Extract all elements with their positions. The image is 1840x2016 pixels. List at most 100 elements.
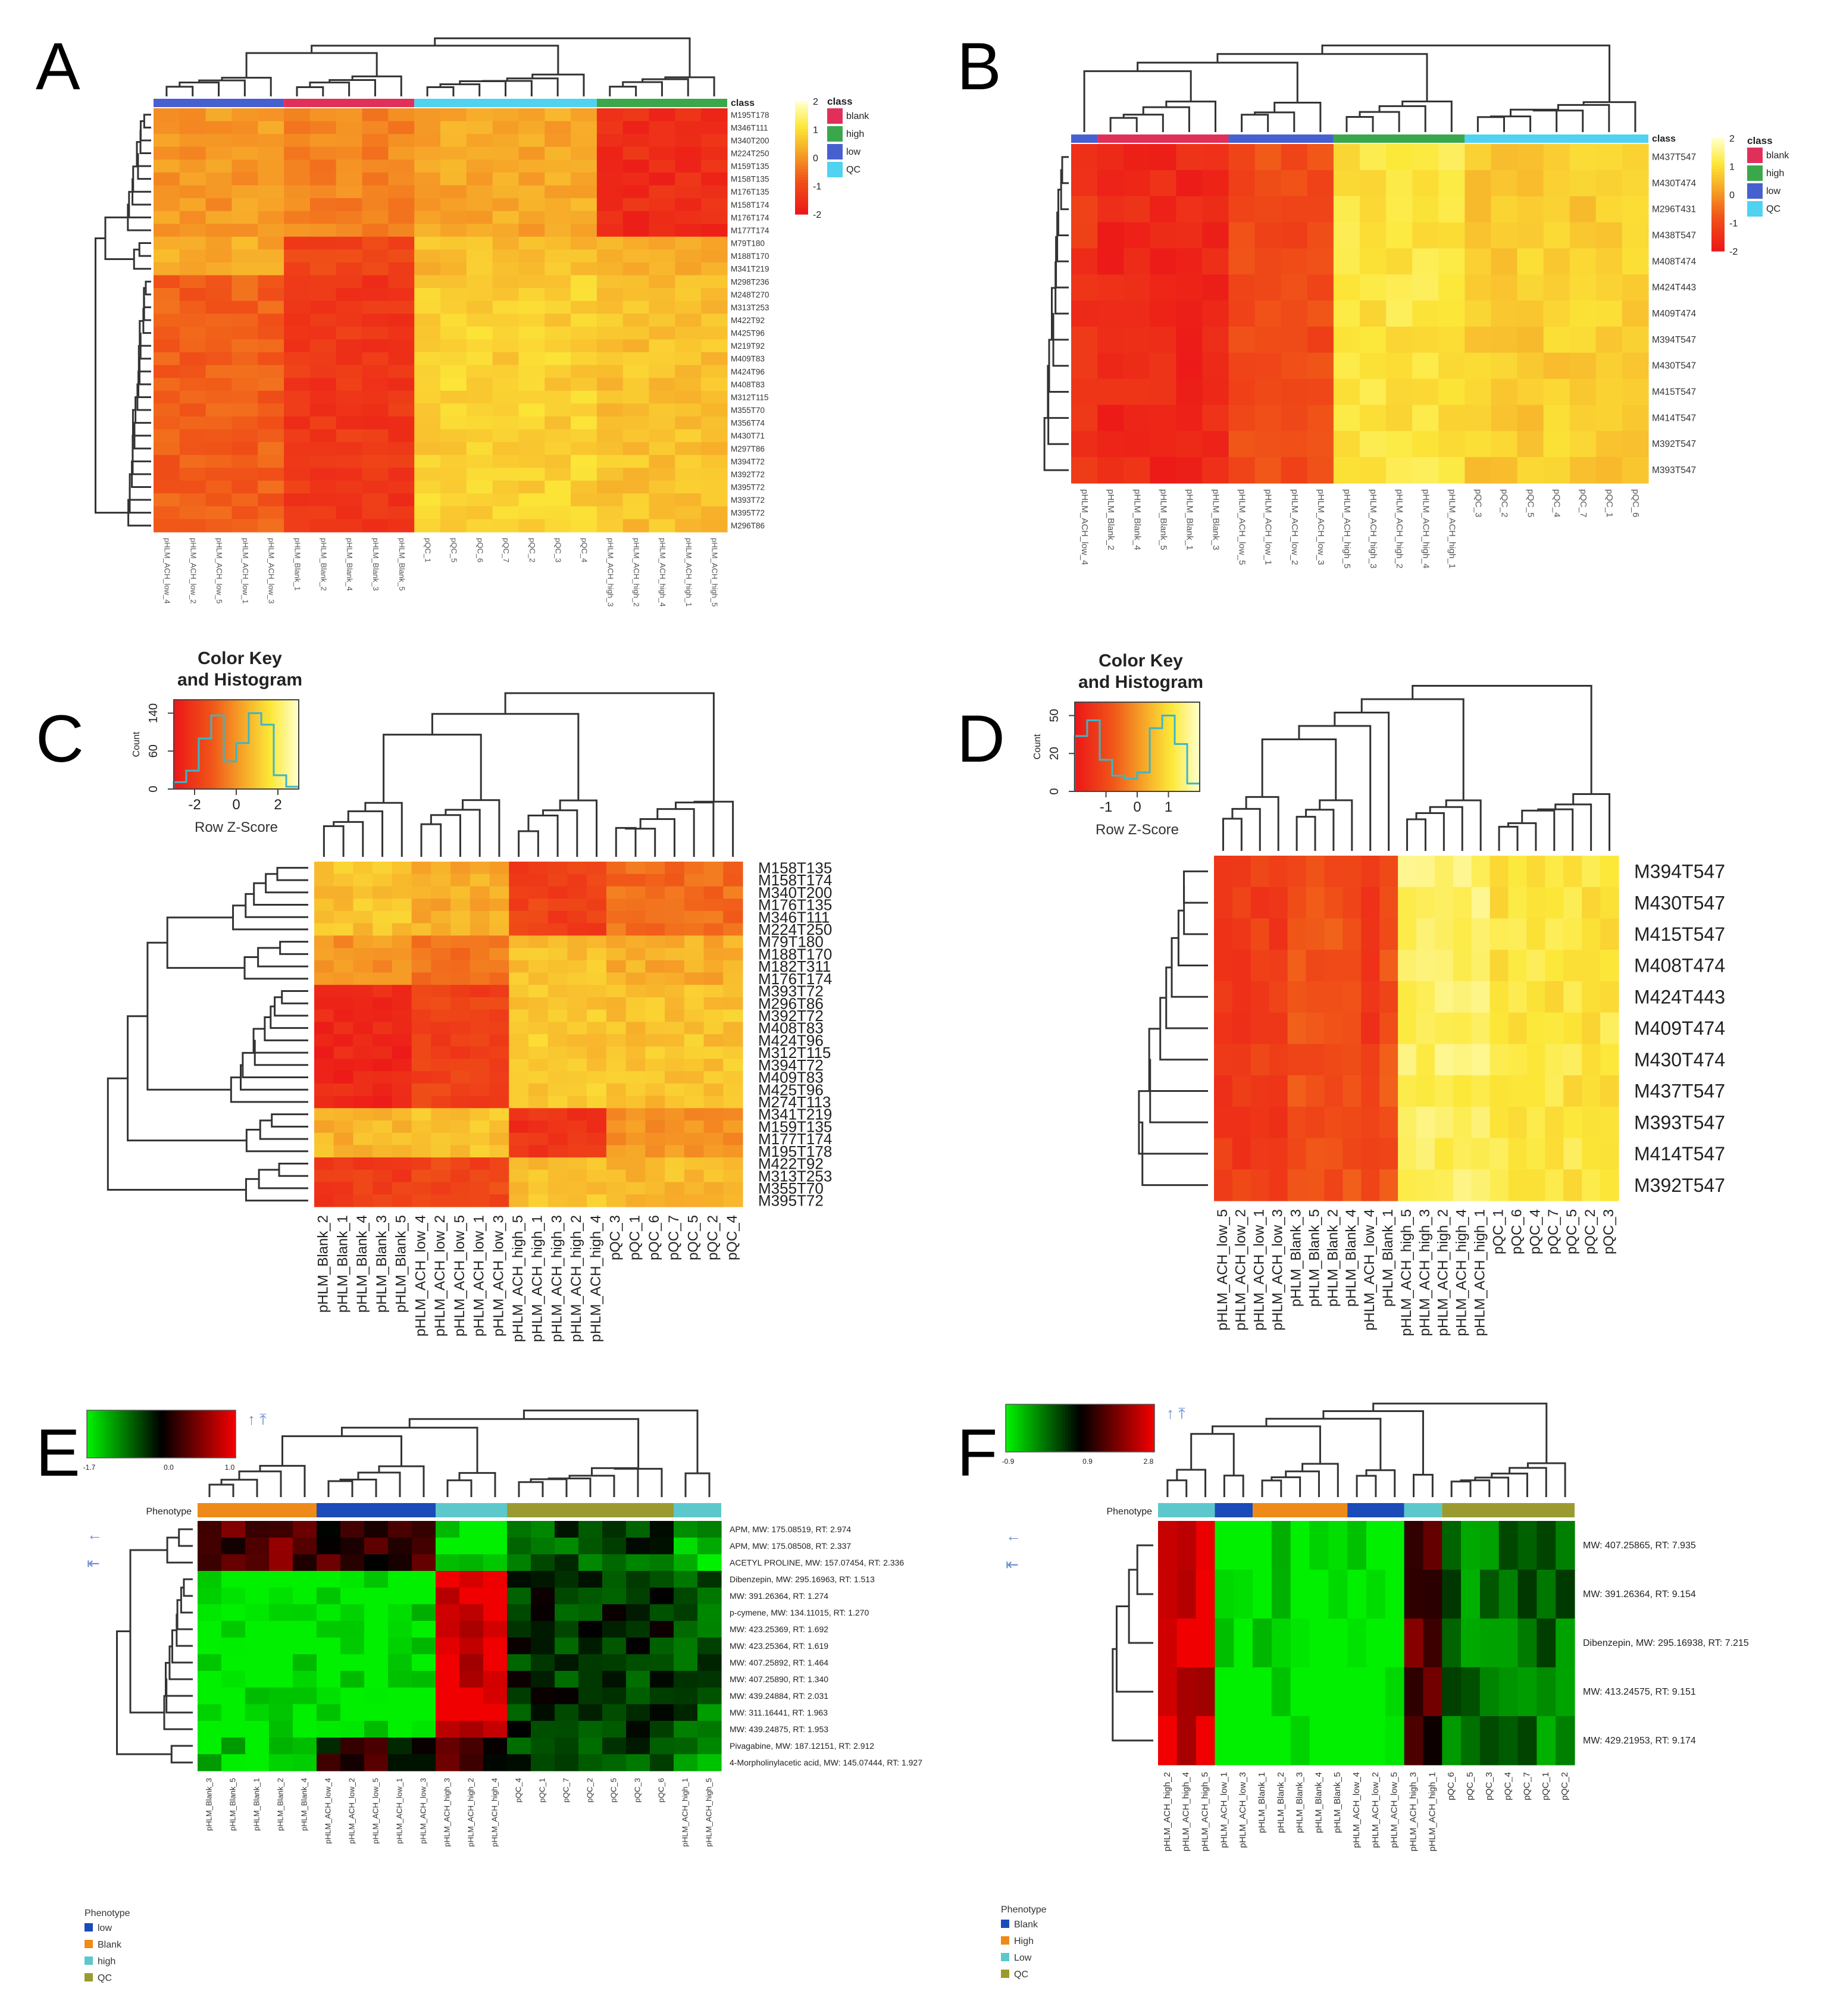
heatmap-cell: [314, 985, 334, 998]
heatmap-cell: [205, 146, 233, 160]
heatmap-cell: [596, 455, 624, 468]
heatmap-cell: [440, 403, 467, 417]
heatmap-cell: [154, 378, 180, 392]
heatmap-cell: [1360, 144, 1387, 171]
heatmap-cell: [1386, 352, 1413, 380]
heatmap-cell: [221, 1738, 246, 1755]
color-scale-step: [221, 1410, 224, 1458]
heatmap-cell: [578, 1638, 603, 1655]
heatmap-cell: [179, 314, 206, 327]
heatmap-cell: [703, 935, 724, 948]
heatmap-cell: [509, 874, 529, 887]
heatmap-cell: [1379, 1106, 1398, 1139]
heatmap-cell: [1438, 274, 1465, 301]
heatmap-cell: [531, 1721, 555, 1738]
heatmap-cell: [440, 455, 467, 468]
heatmap-cell: [231, 403, 258, 417]
heatmap-cell: [440, 300, 467, 314]
heatmap-cell: [1176, 326, 1203, 353]
heatmap-cell: [606, 1108, 627, 1121]
color-scale-step: [90, 1410, 93, 1458]
heatmap-cell: [723, 899, 743, 912]
heatmap-cell: [1569, 378, 1597, 406]
heatmap-cell: [309, 249, 337, 263]
heatmap-cell: [1412, 144, 1439, 171]
col-dendrogram-branch: [220, 1479, 258, 1497]
heatmap-cell: [1214, 1075, 1233, 1107]
heatmap-cell: [509, 1034, 529, 1047]
heatmap-cell: [440, 493, 467, 507]
color-scale-step: [1711, 180, 1725, 184]
heatmap-cell: [622, 468, 650, 481]
row-label: M437T547: [1634, 1081, 1725, 1102]
color-scale-tick: 0: [1729, 190, 1735, 201]
row-label: 4-Morpholinylacetic acid, MW: 145.07444,…: [730, 1758, 922, 1767]
heatmap-cell: [333, 886, 354, 899]
heatmap-cell: [231, 468, 258, 481]
heatmap-cell: [1290, 1521, 1310, 1570]
heatmap-cell: [723, 960, 743, 973]
heatmap-cell: [221, 1671, 246, 1688]
heatmap-cell: [340, 1754, 365, 1771]
heatmap-cell: [1150, 222, 1176, 249]
heatmap-cell: [1287, 1106, 1307, 1139]
row-label: M356T74: [731, 419, 765, 428]
row-dendrogram-branch: [258, 1169, 308, 1189]
heatmap-cell: [606, 935, 627, 948]
phenotype-bar-label: Phenotype: [1106, 1507, 1152, 1517]
heatmap-cell: [388, 211, 415, 224]
heatmap-cell: [1124, 378, 1150, 406]
heatmap-cell: [450, 910, 471, 924]
heatmap-cell: [531, 1654, 555, 1671]
heatmap-cell: [1434, 918, 1454, 950]
heatmap-cell: [1254, 378, 1282, 406]
color-scale-step: [1711, 161, 1725, 164]
heatmap-cell: [528, 948, 549, 961]
heatmap-cell: [1097, 222, 1124, 249]
heatmap-cell: [626, 1538, 650, 1555]
heatmap-cell: [596, 493, 624, 507]
heatmap-cell: [411, 910, 431, 924]
heatmap-cell: [622, 519, 650, 533]
col-label: pHLM_Blank_5: [1158, 489, 1168, 550]
heatmap-cell: [466, 519, 493, 533]
heatmap-cell: [1307, 457, 1334, 484]
row-label: M296T86: [731, 521, 765, 530]
color-scale-step: [795, 112, 808, 116]
heatmap-cell: [336, 211, 363, 224]
heatmap-cell: [555, 1654, 579, 1671]
heatmap-cell: [179, 134, 206, 148]
heatmap-cell: [431, 1182, 451, 1195]
row-label: M437T547: [1652, 152, 1696, 162]
heatmap-cell: [697, 1621, 722, 1638]
heatmap-cell: [703, 948, 724, 961]
heatmap-cell: [555, 1704, 579, 1721]
heatmap-cell: [258, 198, 284, 212]
heatmap-cell: [1228, 196, 1256, 223]
heatmap-cell: [675, 378, 702, 392]
heatmap-cell: [340, 1571, 365, 1588]
heatmap-cell: [1232, 1044, 1251, 1076]
heatmap-cell: [1287, 1169, 1307, 1201]
heatmap-cell: [555, 1671, 579, 1688]
heatmap-cell: [414, 288, 441, 302]
heatmap-cell: [336, 134, 363, 148]
row-label: M409T83: [758, 1069, 824, 1087]
heatmap-cell: [578, 1704, 603, 1721]
row-label: M424T96: [758, 1031, 824, 1049]
heatmap-cell: [1309, 1521, 1329, 1570]
heatmap-cell: [596, 506, 624, 520]
heatmap-cell: [1254, 457, 1282, 484]
heatmap-cell: [388, 1571, 412, 1588]
heatmap-cell: [492, 146, 520, 160]
legend-swatch: [85, 1940, 93, 1948]
heatmap-cell: [231, 455, 258, 468]
heatmap-cell: [245, 1754, 270, 1771]
heatmap-cell: [545, 403, 571, 417]
heatmap-cell: [1097, 405, 1124, 431]
heatmap-cell: [231, 198, 258, 212]
heatmap-cell: [545, 352, 571, 366]
heatmap-cell: [1622, 222, 1649, 249]
heatmap-cell: [587, 1059, 607, 1072]
heatmap-cell: [1582, 981, 1601, 1013]
